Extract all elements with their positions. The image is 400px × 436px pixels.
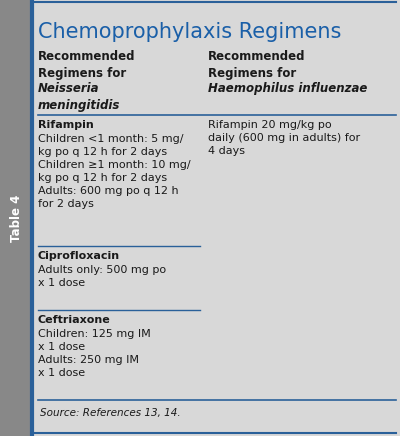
Text: Adults only: 500 mg po
x 1 dose: Adults only: 500 mg po x 1 dose <box>38 265 166 288</box>
Text: Chemoprophylaxis Regimens: Chemoprophylaxis Regimens <box>38 22 341 42</box>
Text: Table 4: Table 4 <box>10 194 22 242</box>
Text: Rifampin 20 mg/kg po
daily (600 mg in adults) for
4 days: Rifampin 20 mg/kg po daily (600 mg in ad… <box>208 120 360 156</box>
Text: Haemophilus influenzae: Haemophilus influenzae <box>208 82 367 95</box>
Text: Neisseria
meningitidis: Neisseria meningitidis <box>38 82 120 112</box>
Bar <box>0 0 32 436</box>
Text: Rifampin: Rifampin <box>38 120 94 130</box>
Text: Ciprofloxacin: Ciprofloxacin <box>38 251 120 261</box>
Text: Recommended
Regimens for: Recommended Regimens for <box>208 50 306 80</box>
Text: Children: 125 mg IM
x 1 dose
Adults: 250 mg IM
x 1 dose: Children: 125 mg IM x 1 dose Adults: 250… <box>38 329 151 378</box>
Text: Recommended
Regimens for: Recommended Regimens for <box>38 50 136 80</box>
Text: Children <1 month: 5 mg/
kg po q 12 h for 2 days
Children ≥1 month: 10 mg/
kg po: Children <1 month: 5 mg/ kg po q 12 h fo… <box>38 134 191 209</box>
Text: Source: References 13, 14.: Source: References 13, 14. <box>40 408 181 418</box>
Text: Ceftriaxone: Ceftriaxone <box>38 315 111 325</box>
